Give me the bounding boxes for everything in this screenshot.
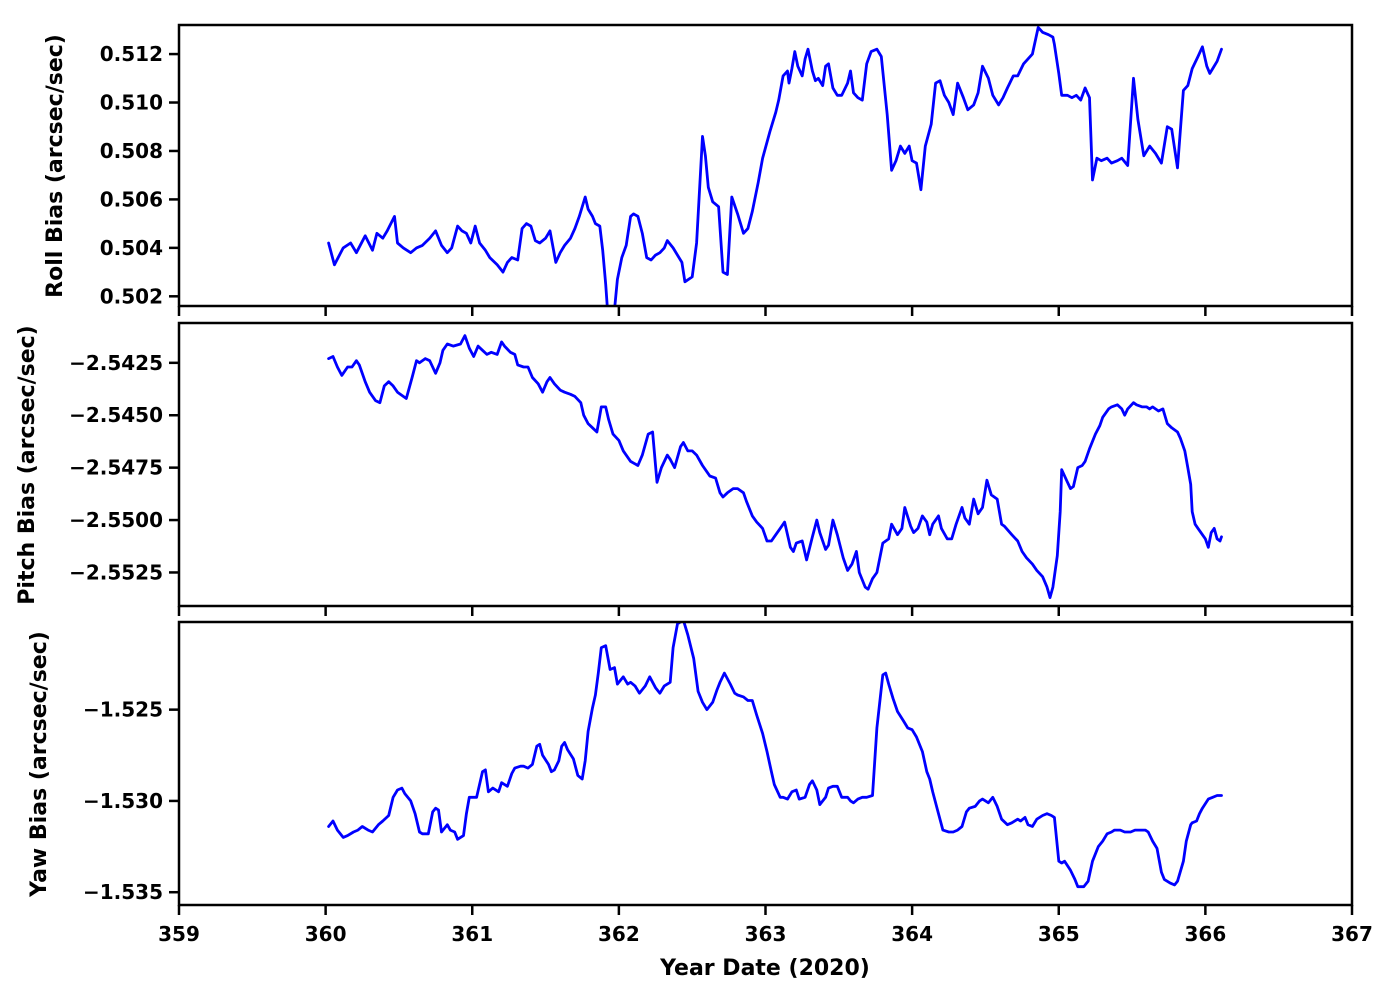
x-tick-label: 360 [305, 922, 347, 946]
pitch-axes-frame [177, 321, 1354, 608]
x-tick-label: 364 [891, 922, 933, 946]
y-tick-label: −1.525 [83, 698, 163, 722]
yaw-bias-line [327, 622, 1223, 889]
roll-bias-line [327, 26, 1223, 306]
roll-y-ticks: 0.502 0.504 0.506 0.508 0.510 0.512 [100, 42, 179, 308]
y-tick-label: −2.5525 [69, 560, 163, 584]
y-tick-label: 0.508 [100, 139, 163, 163]
roll-y-axis-label: Roll Bias (arcsec/sec) [43, 34, 68, 298]
y-tick-label: 0.504 [100, 236, 163, 260]
x-tick-label: 359 [158, 922, 200, 946]
y-tick-label: −2.5425 [69, 351, 163, 375]
pitch-y-ticks: −2.5425 −2.5450 −2.5475 −2.5500 −2.5525 [69, 351, 179, 584]
x-tick-label: 365 [1038, 922, 1080, 946]
y-tick-label: 0.502 [100, 284, 163, 308]
y-tick-label: −1.535 [83, 880, 163, 904]
y-tick-label: −2.5500 [69, 508, 163, 532]
pitch-y-axis-label: Pitch Bias (arcsec/sec) [15, 325, 40, 604]
y-tick-label: −2.5475 [69, 456, 163, 480]
x-tick-label: 363 [745, 922, 787, 946]
yaw-axes-frame [177, 620, 1354, 907]
y-tick-label: 0.506 [100, 187, 163, 211]
yaw-y-axis-label: Yaw Bias (arcsec/sec) [27, 631, 52, 898]
y-tick-label: 0.512 [100, 42, 163, 66]
x-tick-label: 367 [1331, 922, 1373, 946]
pitch-x-ticks [177, 606, 1354, 616]
yaw-x-ticks: 359 360 361 362 363 364 365 366 367 [158, 905, 1373, 946]
x-tick-label: 361 [451, 922, 493, 946]
pitch-bias-line [327, 334, 1223, 599]
x-axis-label: Year Date (2020) [659, 956, 870, 981]
panels: 0.5020.5040.5060.5080.5100.512−2.5425−2.… [69, 23, 1373, 946]
x-tick-label: 362 [598, 922, 640, 946]
pitch-bias-panel: −2.5425 −2.5450 −2.5475 −2.5500 −2.5525 [69, 321, 1354, 616]
roll-bias-panel: 0.502 0.504 0.506 0.508 0.510 0.512 [100, 23, 1354, 316]
y-tick-label: 0.510 [100, 91, 163, 115]
y-tick-label: −2.5450 [69, 403, 163, 427]
roll-x-ticks [177, 306, 1354, 316]
yaw-y-ticks: −1.525 −1.530 −1.535 [83, 698, 179, 904]
x-tick-label: 366 [1185, 922, 1227, 946]
y-tick-label: −1.530 [83, 789, 163, 813]
